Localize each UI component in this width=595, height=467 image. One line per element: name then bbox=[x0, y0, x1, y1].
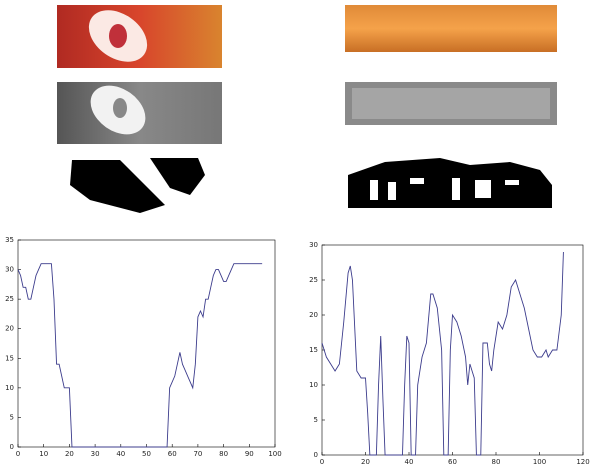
blob bbox=[348, 158, 552, 208]
char-gap bbox=[388, 182, 396, 200]
x-tick-label: 80 bbox=[219, 450, 228, 458]
x-tick-label: 120 bbox=[576, 458, 589, 466]
x-tick-label: 90 bbox=[245, 450, 254, 458]
y-tick-label: 10 bbox=[5, 384, 14, 392]
figure: 0102030405060708090100051015202530350204… bbox=[0, 0, 595, 467]
char-gap bbox=[475, 180, 491, 198]
y-tick-label: 25 bbox=[5, 295, 14, 303]
gray-plate-inner bbox=[352, 88, 550, 119]
char-gap bbox=[452, 178, 460, 200]
x-tick-label: 0 bbox=[16, 450, 20, 458]
x-tick-label: 40 bbox=[116, 450, 125, 458]
y-tick-label: 25 bbox=[309, 276, 318, 284]
y-tick-label: 35 bbox=[5, 236, 14, 244]
x-tick-label: 60 bbox=[448, 458, 457, 466]
x-tick-label: 80 bbox=[492, 458, 501, 466]
y-tick-label: 5 bbox=[314, 416, 318, 424]
y-tick-label: 30 bbox=[309, 241, 318, 249]
y-tick-label: 20 bbox=[5, 325, 14, 333]
y-tick-label: 30 bbox=[5, 266, 14, 274]
plot-area bbox=[18, 240, 275, 447]
y-tick-label: 15 bbox=[309, 346, 318, 354]
plate-images bbox=[57, 0, 557, 215]
glare-core bbox=[113, 98, 127, 118]
color-plate-right bbox=[345, 5, 557, 52]
y-tick-label: 10 bbox=[309, 381, 318, 389]
x-tick-label: 30 bbox=[91, 450, 100, 458]
y-tick-label: 15 bbox=[5, 354, 14, 362]
y-tick-label: 5 bbox=[10, 413, 14, 421]
glare-core bbox=[109, 24, 127, 48]
x-tick-label: 40 bbox=[405, 458, 414, 466]
x-tick-label: 100 bbox=[268, 450, 281, 458]
y-tick-label: 0 bbox=[314, 451, 318, 459]
x-tick-label: 60 bbox=[168, 450, 177, 458]
chart: 0 20 40 60 80 100 120 0 5 10 15 20 25 30 bbox=[309, 241, 590, 466]
char-gap bbox=[505, 180, 519, 185]
y-tick-label: 20 bbox=[309, 311, 318, 319]
plot-area bbox=[322, 245, 583, 455]
x-tick-label: 70 bbox=[193, 450, 202, 458]
x-tick-label: 20 bbox=[361, 458, 370, 466]
char-gap bbox=[370, 180, 378, 200]
chart: 0 10 20 30 40 50 60 70 80 90 100 0 5 10 15 20 25 30 35 bbox=[5, 236, 282, 458]
x-tick-label: 20 bbox=[65, 450, 74, 458]
char-gap bbox=[410, 178, 424, 184]
y-tick-label: 0 bbox=[10, 443, 14, 451]
x-tick-label: 50 bbox=[142, 450, 151, 458]
x-tick-label: 100 bbox=[533, 458, 546, 466]
x-tick-label: 10 bbox=[39, 450, 48, 458]
x-tick-label: 0 bbox=[320, 458, 324, 466]
